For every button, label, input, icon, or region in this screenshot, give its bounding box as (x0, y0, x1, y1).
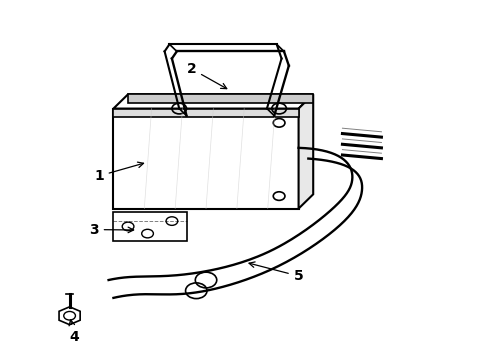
Text: 2: 2 (187, 62, 227, 89)
Text: 3: 3 (89, 222, 134, 237)
Polygon shape (114, 94, 313, 109)
Text: 5: 5 (249, 262, 303, 283)
Bar (114, 109, 298, 208)
Bar (114, 109, 298, 117)
Text: 4: 4 (69, 320, 79, 344)
Bar (114, 212, 187, 241)
Bar (128, 94, 313, 103)
Polygon shape (298, 94, 313, 208)
Text: 1: 1 (94, 162, 144, 183)
Polygon shape (59, 307, 80, 325)
